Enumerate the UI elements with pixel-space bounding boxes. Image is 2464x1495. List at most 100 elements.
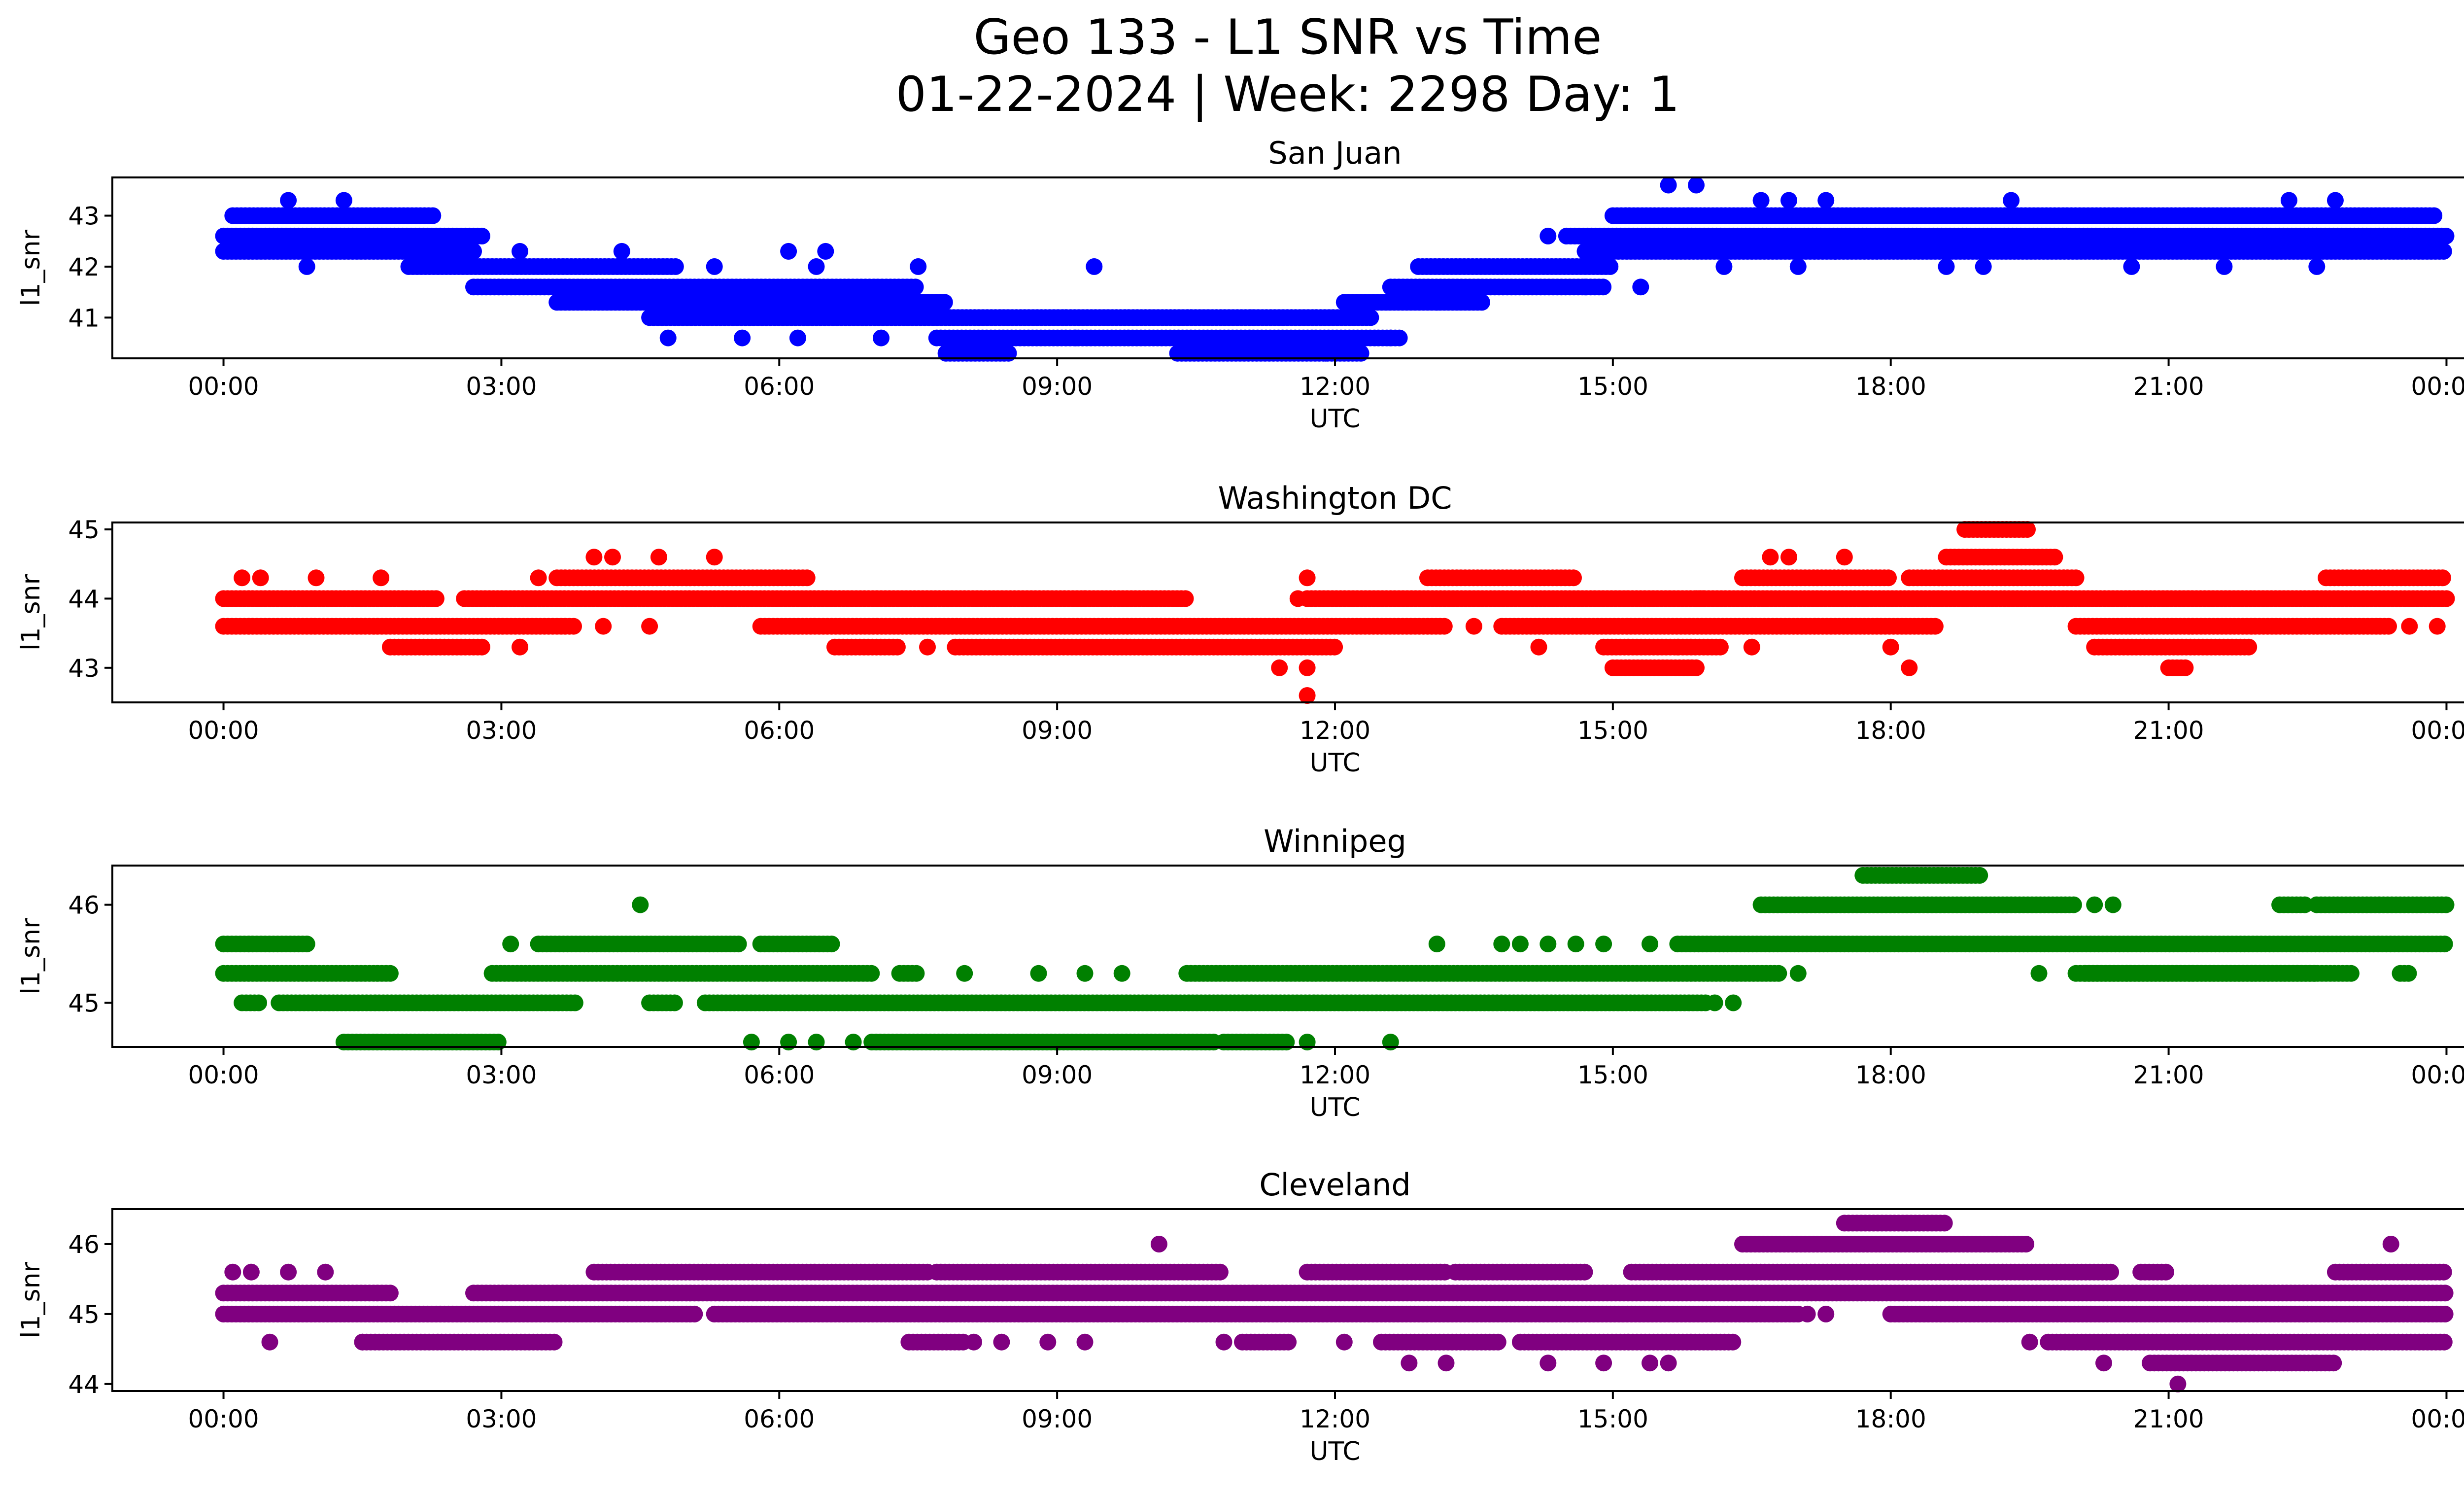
data-point — [1602, 258, 1619, 275]
data-point — [381, 965, 399, 982]
x-tick-label: 00:00 — [2411, 1061, 2464, 1089]
data-point — [706, 549, 723, 566]
subplot-title: Washington DC — [1218, 480, 1452, 516]
data-point — [2327, 192, 2344, 209]
x-tick-label: 00:00 — [2411, 716, 2464, 745]
data-point — [1836, 549, 1853, 566]
x-axis-label: UTC — [1309, 404, 1360, 434]
data-point — [1493, 936, 1510, 953]
data-point — [252, 569, 269, 587]
data-point — [1725, 994, 1742, 1011]
data-point — [1576, 278, 1594, 296]
data-point — [1789, 965, 1807, 982]
x-tick-label: 21:00 — [2133, 1061, 2204, 1089]
data-point — [2435, 1263, 2452, 1281]
x-tick-label: 09:00 — [1022, 1061, 1093, 1089]
data-point — [1780, 192, 1797, 209]
data-point — [1936, 1215, 1953, 1232]
x-tick-label: 18:00 — [1855, 1061, 1926, 1089]
data-point — [730, 936, 747, 953]
data-point — [817, 243, 834, 260]
x-tick-label: 18:00 — [1855, 372, 1926, 401]
data-point — [1595, 936, 1612, 953]
data-point — [373, 569, 390, 587]
data-point — [1177, 590, 1194, 607]
data-point — [1762, 549, 1779, 566]
data-points — [215, 867, 2455, 1051]
data-point — [1595, 278, 1612, 296]
data-point — [1530, 638, 1547, 656]
data-point — [798, 569, 816, 587]
data-point — [2437, 227, 2455, 244]
data-points — [215, 1215, 2454, 1392]
data-point — [1632, 278, 1649, 296]
y-tick-label: 42 — [68, 253, 100, 281]
y-tick-label: 45 — [68, 989, 100, 1017]
data-point — [2067, 569, 2085, 587]
data-point — [2308, 258, 2326, 275]
data-point — [585, 549, 603, 566]
data-point — [2102, 1263, 2120, 1281]
data-point — [2018, 1236, 2035, 1252]
data-point — [2438, 590, 2455, 607]
data-point — [632, 896, 649, 913]
data-point — [1715, 258, 1733, 275]
data-point — [1882, 638, 1899, 656]
figure-title-line-1: Geo 133 - L1 SNR vs Time — [973, 9, 1602, 66]
data-point — [1030, 965, 1047, 982]
data-point — [863, 965, 880, 982]
data-point — [1271, 659, 1288, 676]
data-point — [1086, 258, 1103, 275]
x-tick-label: 09:00 — [1022, 716, 1093, 745]
y-axis-label: l1_snr — [16, 918, 46, 995]
data-point — [1299, 687, 1316, 704]
subplot-title: San Juan — [1268, 135, 1402, 171]
data-point — [1211, 1263, 1229, 1281]
data-point — [907, 278, 924, 296]
data-point — [613, 243, 630, 260]
data-point — [910, 258, 927, 275]
data-point — [2400, 965, 2417, 982]
data-point — [1428, 936, 1445, 953]
data-point — [381, 1285, 399, 1302]
data-point — [2123, 258, 2140, 275]
data-point — [298, 936, 315, 953]
data-point — [936, 294, 953, 311]
data-point — [889, 638, 906, 656]
data-point — [473, 638, 490, 656]
x-tick-label: 21:00 — [2133, 716, 2204, 745]
data-point — [1511, 936, 1529, 953]
data-point — [956, 965, 973, 982]
x-tick-label: 09:00 — [1022, 372, 1093, 401]
data-point — [1299, 569, 1316, 587]
data-point — [641, 618, 658, 635]
data-point — [2280, 192, 2297, 209]
data-point — [1827, 243, 1844, 260]
data-point — [427, 590, 445, 607]
x-tick-label: 06:00 — [744, 372, 815, 401]
data-point — [1711, 638, 1729, 656]
data-point — [2435, 243, 2452, 260]
data-point — [502, 936, 519, 953]
data-point — [2426, 207, 2443, 224]
data-point — [2157, 1263, 2174, 1281]
data-point — [1565, 569, 1582, 587]
data-point — [1780, 549, 1797, 566]
data-point — [1299, 659, 1316, 676]
data-point — [2177, 659, 2194, 676]
data-point — [1067, 329, 1084, 347]
data-point — [1789, 258, 1807, 275]
data-point — [1540, 936, 1557, 953]
x-tick-label: 15:00 — [1577, 1061, 1648, 1089]
y-tick-label: 43 — [68, 654, 100, 683]
data-point — [2437, 896, 2455, 913]
x-tick-label: 15:00 — [1577, 372, 1648, 401]
data-point — [2240, 638, 2258, 656]
x-tick-label: 03:00 — [466, 372, 537, 401]
data-point — [1971, 867, 1988, 884]
data-point — [250, 994, 267, 1011]
data-point — [1567, 936, 1584, 953]
figure-title-line-2: 01-22-2024 | Week: 2298 Day: 1 — [895, 67, 1680, 123]
